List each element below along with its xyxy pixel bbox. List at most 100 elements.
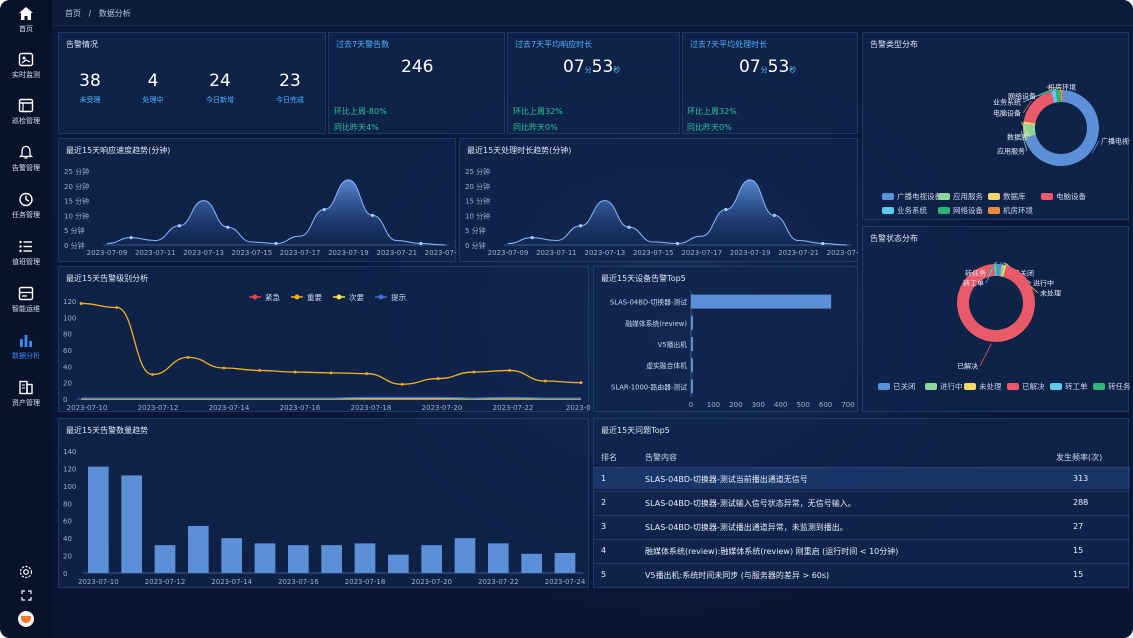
kpi-duration: 07分53秒 <box>739 57 796 77</box>
x-tick-label: 2023-07-12 <box>138 404 179 412</box>
pie-slice <box>1024 90 1099 166</box>
label-leader <box>1020 130 1028 152</box>
table-cell-rank: 3 <box>601 522 607 531</box>
y-tick-label: 0 分钟 <box>64 241 85 250</box>
table-cell-content: 融媒体系统(review):融媒体系统(review) 刚重启 (运行时间 < … <box>645 547 899 556</box>
table-row[interactable]: 3 SLAS-04BD-切换器-测试播出通道异常，未监测到播出。 27 <box>594 515 1130 537</box>
legend-swatch <box>964 383 976 390</box>
panel-title: 最近15天处理时长趋势(分钟) <box>467 146 572 155</box>
label-leader <box>985 261 996 284</box>
response-trend-panel: 最近15天响应速度趋势(分钟) 0 分钟 5 分钟 10 分钟 15 分钟 20 分钟 2… <box>58 138 457 262</box>
pie-slice <box>1051 90 1058 103</box>
sidebar-item-data-analysis[interactable]: 数据分析 <box>0 333 52 373</box>
sidebar-item-label: 智能运维 <box>12 305 40 313</box>
x-tick-label: 2023-07-23 <box>827 249 859 257</box>
table-cell-content: V5播出机:系统时间未同步 (与服务器的差异 > 60s) <box>645 571 830 580</box>
fullscreen-icon[interactable] <box>21 590 32 601</box>
y-tick-label: 120 <box>63 465 76 473</box>
legend-swatch <box>925 383 937 390</box>
bar <box>691 337 693 351</box>
legend-swatch <box>1050 383 1062 390</box>
data-point <box>177 224 182 228</box>
label-leader <box>1021 122 1031 138</box>
x-tick-label: 2023-07-11 <box>536 249 577 257</box>
x-tick-label: 2023-07-15 <box>232 249 273 257</box>
kpi-minutes-unit: 分 <box>584 66 592 74</box>
breadcrumb-home[interactable]: 首页 <box>65 9 81 18</box>
data-point <box>186 355 190 359</box>
legend-label: 网络设备 <box>953 205 983 215</box>
data-point <box>226 225 230 229</box>
data-point <box>258 369 261 372</box>
x-tick-label: 2023-07-18 <box>345 578 386 586</box>
table-cell-freq: 15 <box>1073 570 1084 579</box>
y-tick-label: 40 <box>63 535 72 543</box>
sidebar-item-label: 首页 <box>19 25 33 33</box>
table-row[interactable]: 1 SLAS-04BD-切换器-测试当前播出通道无信号 313 <box>594 467 1130 489</box>
column-header-freq: 发生频率(次) <box>1056 453 1103 462</box>
panel-title: 最近15天响应速度趋势(分钟) <box>66 146 171 155</box>
sidebar-item-home[interactable]: 首页 <box>0 6 52 46</box>
bar <box>388 554 409 573</box>
kpi-compare-week: 环比上周32% <box>513 107 563 116</box>
data-point <box>724 207 728 212</box>
pie-slice <box>1023 121 1036 126</box>
data-point <box>322 207 326 212</box>
data-point <box>508 369 511 372</box>
sidebar-item-asset[interactable]: 资产管理 <box>0 380 52 420</box>
table-cell-content: SLAS-04BD-切换器-测试输入信号状态异常，无信号输入。 <box>645 499 856 508</box>
sidebar-item-inspection[interactable]: 巡检管理 <box>0 98 52 138</box>
x-tick-label: 2023-07-2 <box>566 404 590 412</box>
data-point <box>222 366 226 370</box>
settings-icon[interactable] <box>19 565 33 579</box>
x-tick-label: 2023-07-15 <box>633 249 674 257</box>
y-tick-label: 80 <box>63 331 72 339</box>
kpi-process-panel: 过去7天平均处理时长 07分53秒 环比上周32% 同比昨天0% <box>682 32 858 134</box>
legend-label: 业务系统 <box>897 205 927 215</box>
legend-label: 机房环境 <box>1003 205 1033 215</box>
legend-label: 广播电视设备 <box>897 191 942 201</box>
alarm-level-panel: 最近15天告警级别分析 0 20 40 60 80 100 120 紧急 重要 次要 提示 2023-… <box>58 266 590 412</box>
data-point <box>419 241 423 246</box>
kpi-seconds-unit: 秒 <box>789 66 797 74</box>
x-tick-label: 2023-07-17 <box>280 249 321 257</box>
inspection-icon <box>18 98 34 113</box>
table-header: 排名 告警内容 发生频率(次) <box>594 446 1130 468</box>
label-leader <box>1022 100 1032 114</box>
sidebar-item-label: 实时监测 <box>12 71 40 79</box>
x-tick-label: 500 <box>796 401 809 409</box>
panel-title: 过去7天平均处理时长 <box>690 40 768 49</box>
sidebar-item-task[interactable]: 任务管理 <box>0 192 52 232</box>
legend-swatch <box>882 207 894 214</box>
x-tick-label: 2023-07-16 <box>278 578 319 586</box>
table-row[interactable]: 2 SLAS-04BD-切换器-测试输入信号状态异常，无信号输入。 288 <box>594 491 1130 513</box>
data-point <box>436 377 440 380</box>
kpi-seconds-unit: 秒 <box>613 66 621 74</box>
data-point <box>329 371 333 375</box>
sidebar-item-alarm[interactable]: 告警管理 <box>0 145 52 185</box>
panel-title: 最近15天告警数量趋势 <box>66 426 149 435</box>
table-row[interactable]: 5 V5播出机:系统时间未同步 (与服务器的差异 > 60s) 15 <box>594 563 1130 585</box>
table-cell-content: SLAS-04BD-切换器-测试播出通道异常，未监测到播出。 <box>645 523 848 532</box>
y-tick-label: 15 分钟 <box>465 197 490 206</box>
list-icon <box>19 240 32 253</box>
table-cell-rank: 1 <box>601 474 607 483</box>
sidebar-item-ops[interactable]: 智能运维 <box>0 286 52 326</box>
sidebar-item-realtime[interactable]: 实时监测 <box>0 52 52 92</box>
kpi-seconds: 53 <box>591 57 614 77</box>
data-point <box>129 236 133 240</box>
panel-title: 最近15天告警级别分析 <box>66 274 149 283</box>
data-point <box>472 370 476 374</box>
sidebar-item-duty[interactable]: 值班管理 <box>0 239 52 279</box>
y-tick-label: 120 <box>63 298 76 306</box>
legend-marker <box>378 294 384 300</box>
x-tick-label: 700 <box>841 401 854 409</box>
bar <box>121 475 142 573</box>
sidebar-item-label: 资产管理 <box>12 399 40 407</box>
kpi-compare-week: 环比上周32% <box>687 107 737 116</box>
avatar[interactable] <box>18 611 34 627</box>
y-tick-label: 15 分钟 <box>64 197 89 206</box>
y-tick-label: 80 <box>63 500 72 508</box>
table-row[interactable]: 4 融媒体系统(review):融媒体系统(review) 刚重启 (运行时间 <… <box>594 539 1130 561</box>
area-fill <box>107 179 445 245</box>
